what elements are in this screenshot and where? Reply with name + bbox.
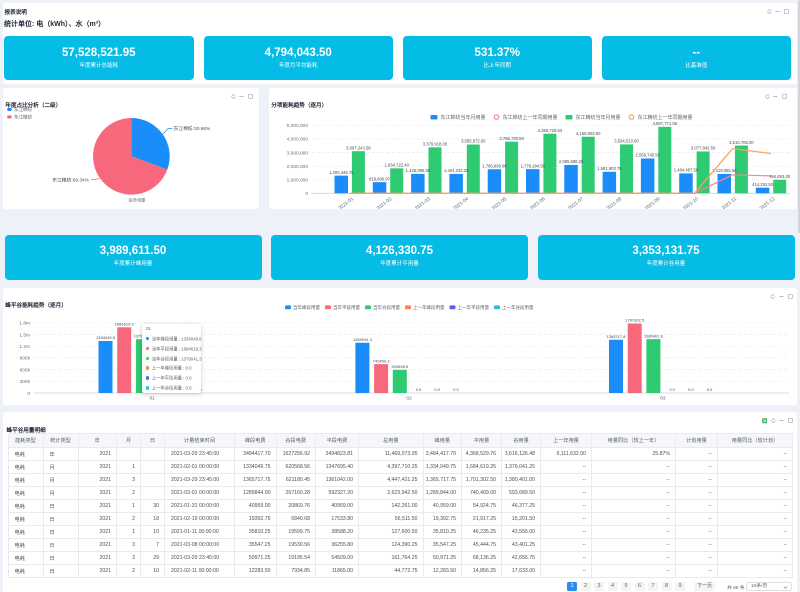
svg-text:当年平段用量: 当年平段用量 <box>333 304 360 311</box>
svg-text:1.2m: 1.2m <box>19 344 30 350</box>
svg-text:1.5m: 1.5m <box>19 332 30 338</box>
svg-text:2021-06: 2021-06 <box>529 196 547 209</box>
svg-text:3,594,510.00: 3,594,510.00 <box>614 139 639 144</box>
svg-text:1,424,243.25: 1,424,243.25 <box>444 168 469 173</box>
svg-text:740459.3: 740459.3 <box>373 358 390 363</box>
svg-text:2021-01: 2021-01 <box>337 196 355 209</box>
svg-text:上一年平段用量: 上一年平段用量 <box>458 304 490 311</box>
svg-text:1,834,722.40: 1,834,722.40 <box>384 163 409 168</box>
svg-text:东江精纺:69.34%: 东江精纺:69.34% <box>52 176 90 183</box>
svg-text:0.0: 0.0 <box>416 387 422 392</box>
svg-text:2021-08: 2021-08 <box>605 196 623 209</box>
svg-text:1781302.5: 1781302.5 <box>625 318 645 323</box>
svg-text:02: 02 <box>406 396 412 402</box>
svg-text:东江精纺: 东江精纺 <box>14 113 32 120</box>
svg-text:上一年峰段用量: 上一年峰段用量 <box>413 304 445 311</box>
svg-text:3,585,672.00: 3,585,672.00 <box>461 139 486 144</box>
svg-text:1,300,446.75: 1,300,446.75 <box>329 170 354 175</box>
svg-text:2,085,588.25: 2,085,588.25 <box>559 159 584 164</box>
svg-text:3,379,918.00: 3,379,918.00 <box>423 142 448 147</box>
svg-text:01: 01 <box>150 396 156 402</box>
svg-text:900k: 900k <box>20 356 31 362</box>
svg-text:1,000,000: 1,000,000 <box>287 178 309 184</box>
svg-text:综合用量: 综合用量 <box>129 197 146 204</box>
svg-text:1,464,487.50: 1,464,487.50 <box>674 168 699 173</box>
svg-text:0: 0 <box>27 391 30 397</box>
svg-text:4,000,000: 4,000,000 <box>287 137 309 143</box>
svg-text:1,426,095.50: 1,426,095.50 <box>406 168 431 173</box>
svg-text:0.0: 0.0 <box>707 387 713 392</box>
svg-text:东江棉纺: 东江棉纺 <box>14 106 32 113</box>
svg-text:593698.5: 593698.5 <box>391 364 408 369</box>
svg-text:5,000,000: 5,000,000 <box>287 123 309 129</box>
svg-text:东江棉纺上一年同期用量: 东江棉纺上一年同期用量 <box>503 114 558 121</box>
svg-text:2021-03: 2021-03 <box>414 196 432 209</box>
svg-text:3,000,000: 3,000,000 <box>287 150 309 156</box>
svg-text:3,077,842.50: 3,077,842.50 <box>691 146 716 151</box>
svg-text:2021-11: 2021-11 <box>721 196 739 209</box>
svg-text:4,158,853.50: 4,158,853.50 <box>576 131 601 136</box>
svg-text:1,766,896.00: 1,766,896.00 <box>482 163 507 168</box>
svg-text:1380401.8: 1380401.8 <box>644 333 664 338</box>
svg-text:2021-07: 2021-07 <box>567 196 585 209</box>
svg-text:600k: 600k <box>20 367 31 373</box>
svg-text:0.0: 0.0 <box>434 387 440 392</box>
svg-text:东江棉纺当年月用量: 东江棉纺当年月用量 <box>441 114 486 121</box>
svg-text:1.8m: 1.8m <box>19 321 30 327</box>
svg-text:2021-09: 2021-09 <box>644 196 662 209</box>
svg-text:当年峰段用量: 当年峰段用量 <box>293 304 320 311</box>
svg-text:2021-12: 2021-12 <box>759 196 777 209</box>
svg-text:1334049.8: 1334049.8 <box>96 335 116 340</box>
svg-text:2,000,000: 2,000,000 <box>287 164 309 170</box>
svg-text:2021-04: 2021-04 <box>452 196 470 209</box>
svg-text:414,252.50: 414,252.50 <box>752 182 774 187</box>
svg-text:819,600.97: 819,600.97 <box>369 176 391 181</box>
svg-text:1,776,184.50: 1,776,184.50 <box>521 163 546 168</box>
svg-text:2021-02: 2021-02 <box>376 196 394 209</box>
svg-text:300k: 300k <box>20 379 31 385</box>
svg-text:东江精纺上一年同期用量: 东江精纺上一年同期用量 <box>638 114 693 121</box>
svg-text:4,887,771.08: 4,887,771.08 <box>653 121 678 126</box>
svg-text:4,380,729.53: 4,380,729.53 <box>538 128 563 133</box>
svg-text:1289044.3: 1289044.3 <box>353 337 373 342</box>
svg-text:1,419,055.50: 1,419,055.50 <box>712 168 737 173</box>
svg-text:0: 0 <box>305 191 308 197</box>
svg-text:994,653.00: 994,653.00 <box>769 174 791 179</box>
svg-text:3,796,730.50: 3,796,730.50 <box>499 136 524 141</box>
svg-text:3,510,705.00: 3,510,705.00 <box>729 140 754 145</box>
svg-text:0.0: 0.0 <box>688 387 694 392</box>
svg-text:上一年谷段用量: 上一年谷段用量 <box>502 304 534 311</box>
svg-text:1,581,903.75: 1,581,903.75 <box>597 166 622 171</box>
svg-text:东江精纺当年月用量: 东江精纺当年月用量 <box>576 114 621 121</box>
svg-text:1684619.3: 1684619.3 <box>115 322 135 327</box>
svg-text:3,097,243.58: 3,097,243.58 <box>346 145 371 150</box>
svg-text:0.0: 0.0 <box>453 387 459 392</box>
svg-text:当年谷段用量: 当年谷段用量 <box>373 304 400 311</box>
svg-text:2021-05: 2021-05 <box>491 196 509 209</box>
svg-text:03: 03 <box>660 396 666 402</box>
svg-text:1365717.8: 1365717.8 <box>607 334 627 339</box>
svg-text:0.0: 0.0 <box>669 387 675 392</box>
svg-text:2,558,745.50: 2,558,745.50 <box>635 153 660 158</box>
svg-text:2021-10: 2021-10 <box>682 196 700 209</box>
svg-text:东江棉纺:30.66%: 东江棉纺:30.66% <box>174 125 212 132</box>
